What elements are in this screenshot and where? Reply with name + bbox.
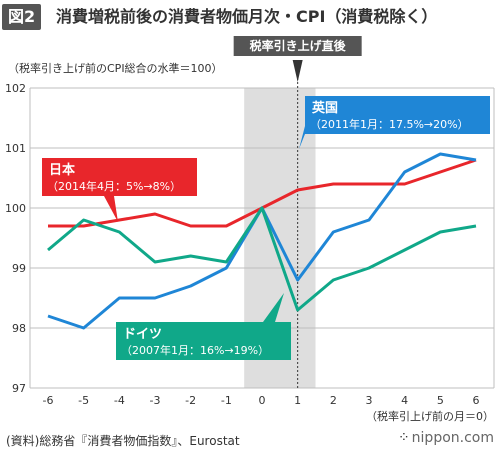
marker-arrow-icon [292,60,303,82]
x-tick-label: 1 [294,394,301,407]
legend-note-1: （2011年1月：17.5%→20%） [310,117,469,131]
legend-name-1: 英国 [311,100,338,116]
x-axis-label: （税率引上げ前の月＝0） [366,409,494,423]
title-bar: 図2 消費増税前後の消費者物価月次・CPI（消費税除く） [0,0,500,34]
series-line-2 [47,206,477,312]
x-tick-label: 3 [366,394,373,407]
x-tick-label: -3 [150,394,161,407]
callout-pointer-0 [104,196,118,222]
callout-pointer-1 [299,126,305,149]
legend-note-2: （2007年1月：16%→19%） [121,343,269,357]
y-tick-label: 100 [5,202,26,215]
y-axis-label: （税率引き上げ前のCPI総合の水準＝100） [8,61,223,75]
chart-title: 消費増税前後の消費者物価月次・CPI（消費税除く） [56,7,438,26]
legend-note-0: （2014年4月：5%→8%） [47,179,181,193]
x-tick-label: 2 [330,394,337,407]
callout-box-0 [42,158,197,196]
callout-pointer-2 [263,293,284,322]
y-tick-label: 101 [5,142,26,155]
site-logo: ⁘ nippon.com [398,430,494,446]
marker-label-box [233,36,362,56]
logo-mark-icon: ⁘ [397,430,410,446]
callout-box-2 [116,322,291,360]
marker-label: 税率引き上げ直後 [250,38,347,53]
y-tick-label: 98 [12,322,26,335]
callout-box-1 [305,96,490,134]
x-tick-label: 5 [437,394,444,407]
legend-name-0: 日本 [49,162,75,178]
legend-name-2: ドイツ [123,327,162,342]
y-tick-label: 102 [5,82,26,95]
x-tick-label: -4 [114,394,125,407]
y-tick-label: 97 [12,382,26,395]
source-note: (資料)総務省『消費者物価指数』、Eurostat [6,434,240,448]
x-tick-label: -1 [221,394,232,407]
x-tick-label: 4 [401,394,408,407]
x-tick-label: 0 [259,394,266,407]
x-tick-label: -6 [43,394,54,407]
y-tick-label: 99 [12,262,26,275]
x-tick-label: 6 [473,394,480,407]
x-tick-label: -5 [78,394,89,407]
figure-number-badge: 図2 [2,4,42,30]
logo-text: nippon.com [411,430,494,446]
x-tick-label: -2 [185,394,196,407]
